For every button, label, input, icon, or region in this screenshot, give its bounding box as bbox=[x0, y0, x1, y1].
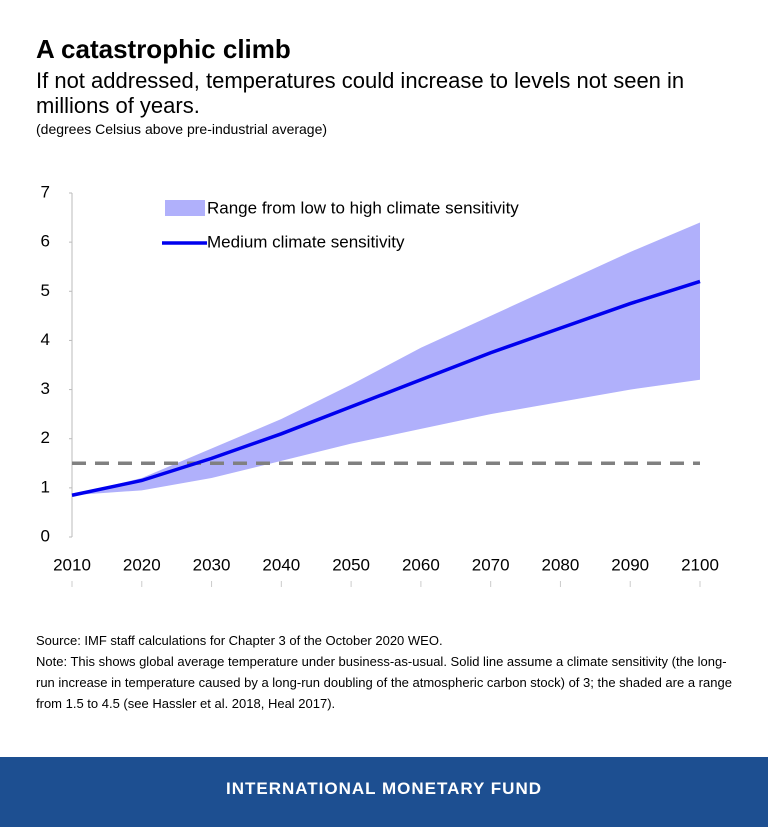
chart-subtitle: If not addressed, temperatures could inc… bbox=[36, 68, 685, 118]
notes: Source: IMF staff calculations for Chapt… bbox=[36, 630, 736, 714]
y-tick-label: 3 bbox=[41, 379, 50, 398]
note: Note: This shows global average temperat… bbox=[36, 654, 732, 711]
y-tick-label: 0 bbox=[41, 526, 50, 545]
legend-label: Range from low to high climate sensitivi… bbox=[207, 198, 519, 217]
x-tick-label: 2070 bbox=[472, 555, 510, 574]
y-tick-label: 7 bbox=[41, 182, 50, 201]
source: Source: IMF staff calculations for Chapt… bbox=[36, 633, 443, 648]
x-tick-label: 2040 bbox=[262, 555, 300, 574]
legend-swatch bbox=[165, 200, 205, 216]
units-label: (degrees Celsius above pre-industrial av… bbox=[36, 121, 328, 137]
x-tick-label: 2010 bbox=[53, 555, 91, 574]
x-tick-label: 2030 bbox=[193, 555, 231, 574]
y-tick-label: 4 bbox=[41, 330, 50, 349]
range-area bbox=[72, 222, 700, 496]
chart: 0 1 2 3 4 5 6 7 2010 2020 2030 2040 2050 2060 2070 2080… bbox=[41, 182, 719, 587]
x-tick-label: 2020 bbox=[123, 555, 161, 574]
x-tick-label: 2050 bbox=[332, 555, 370, 574]
y-tick-label: 2 bbox=[41, 428, 50, 447]
x-tick-label: 2100 bbox=[681, 555, 719, 574]
chart-title: A catastrophic climb bbox=[36, 34, 291, 64]
footer: INTERNATIONAL MONETARY FUND bbox=[0, 757, 768, 827]
x-tick-label: 2090 bbox=[611, 555, 649, 574]
x-tick-label: 2080 bbox=[542, 555, 580, 574]
y-tick-label: 6 bbox=[41, 232, 50, 251]
y-tick-label: 5 bbox=[41, 281, 50, 300]
x-tick-label: 2060 bbox=[402, 555, 440, 574]
y-tick-label: 1 bbox=[41, 477, 50, 496]
medium-line bbox=[71, 279, 701, 497]
legend-label: Medium climate sensitivity bbox=[207, 232, 405, 251]
